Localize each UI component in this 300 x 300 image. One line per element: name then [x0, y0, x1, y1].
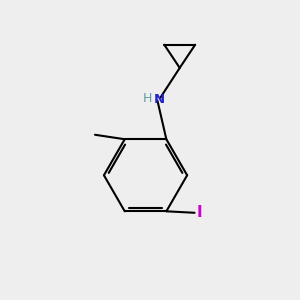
- Text: I: I: [197, 205, 203, 220]
- Text: N: N: [154, 93, 165, 106]
- Text: H: H: [142, 92, 152, 105]
